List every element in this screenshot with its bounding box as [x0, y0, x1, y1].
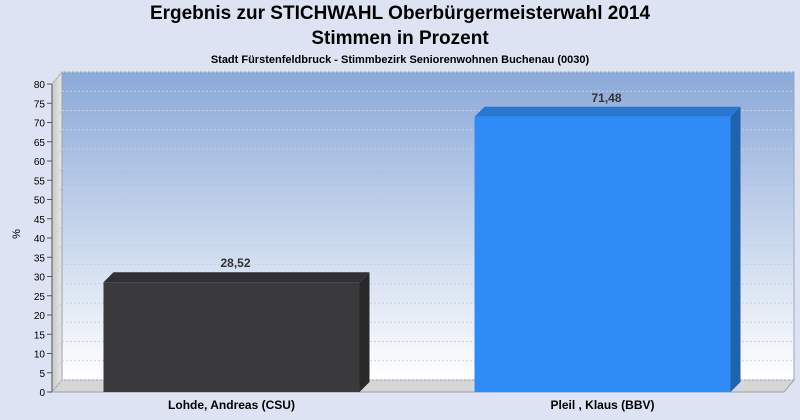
- bars: [103, 106, 741, 392]
- y-tick-label: 80: [34, 80, 46, 91]
- bar-side: [359, 272, 370, 392]
- bar-2: [474, 106, 741, 392]
- grid-line-side: [51, 129, 63, 143]
- grid-line-side: [51, 321, 63, 335]
- y-tick-label: 25: [34, 292, 46, 303]
- y-tick-label: 10: [34, 350, 46, 361]
- grid-line-side: [51, 206, 63, 220]
- grid-line-side: [51, 148, 63, 162]
- grid-line-side: [51, 225, 63, 239]
- y-tick-label: 55: [34, 176, 46, 187]
- y-tick-label: 35: [34, 253, 46, 264]
- grid-line-side: [51, 167, 63, 181]
- grid-line-side: [51, 283, 63, 297]
- grid-line-side: [51, 90, 63, 104]
- bar-top: [474, 106, 741, 117]
- y-tick-label: 20: [34, 311, 46, 322]
- bar-front: [474, 116, 731, 392]
- y-tick-label: 50: [34, 196, 46, 207]
- y-tick-label: 15: [34, 330, 46, 341]
- x-category-label: Lohde, Andreas (CSU): [168, 398, 295, 412]
- chart-subtitle: Stimmen in Prozent: [311, 28, 489, 49]
- y-tick-label: 70: [34, 119, 46, 130]
- grid-line-side: [51, 110, 63, 123]
- grid-line-side: [51, 302, 63, 316]
- y-axis: 0 5 10 15 20 25 30 35 40 45 50 55 60 65 70 75 80%: [11, 80, 53, 399]
- grid-line-side: [51, 264, 63, 277]
- chart-title: Ergebnis zur STICHWAHL Oberbürgermeister…: [149, 3, 651, 24]
- grid-line-side: [51, 360, 63, 374]
- bar-side: [730, 106, 741, 392]
- y-tick-label: 0: [39, 388, 45, 399]
- bar-front: [103, 282, 360, 392]
- labels: 28,52 Lohde, Andreas (CSU) 71,48 Pleil , Kl…: [168, 91, 654, 412]
- y-axis-label: %: [11, 229, 23, 239]
- y-tick-label: 45: [34, 215, 46, 226]
- grid-line-side: [51, 71, 63, 85]
- bar-1: [103, 272, 370, 392]
- y-tick-label: 40: [34, 234, 46, 245]
- y-tick-label: 75: [34, 99, 46, 110]
- bar-value-label: 28,52: [220, 256, 250, 270]
- grid-line-side: [51, 341, 63, 354]
- y-tick-label: 30: [34, 273, 46, 284]
- y-tick-label: 60: [34, 157, 46, 168]
- y-tick-label: 5: [39, 369, 45, 380]
- grid-line-side: [51, 379, 63, 393]
- grid-line-side: [51, 244, 63, 258]
- grid-line-side: [51, 187, 63, 200]
- x-category-label: Pleil , Klaus (BBV): [550, 398, 654, 412]
- bar-value-label: 71,48: [591, 91, 621, 105]
- bar-top: [103, 272, 370, 283]
- y-tick-label: 65: [34, 138, 46, 149]
- chart-district-subtitle: Stadt Fürstenfeldbruck - Stimmbezirk Sen…: [210, 54, 590, 66]
